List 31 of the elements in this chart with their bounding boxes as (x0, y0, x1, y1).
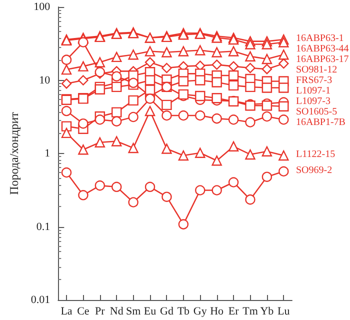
y-tick-label: 0.1 (36, 220, 50, 233)
series-label: L1097-3 (296, 96, 330, 107)
x-tick-label: Er (228, 306, 240, 318)
series-label: 16ABP63-17 (296, 54, 349, 65)
series-label: 16ABP1-7B (296, 117, 346, 128)
x-tick-label: La (60, 306, 72, 318)
series-label: 16ABP63-1 (296, 33, 344, 44)
x-tick-label: Ho (210, 306, 224, 318)
x-tick-label: Nd (110, 306, 124, 318)
y-tick-label: 1 (44, 148, 50, 160)
x-tick-label: Pr (95, 306, 106, 318)
x-tick-label: Gd (160, 306, 174, 318)
x-tick-label: Eu (144, 306, 157, 318)
y-axis-title: Порода/хондрит (7, 111, 21, 195)
series-label: SO981-12 (296, 64, 338, 76)
series-label: L1122-15 (296, 148, 336, 160)
x-tick-label: Ce (77, 306, 90, 318)
series-label: 16ABP63-44 (296, 44, 349, 54)
y-tick-label: 10 (39, 74, 51, 86)
y-tick-label: 100 (34, 1, 51, 13)
series-label: SO1605-5 (296, 106, 338, 118)
x-tick-label: Sm (126, 306, 142, 318)
x-tick-label: Tm (242, 306, 258, 318)
x-tick-label: Tb (177, 306, 190, 318)
series-label: SO969-2 (296, 164, 332, 176)
series-label: FRS67-3 (296, 75, 332, 86)
x-tick-label: Yb (260, 306, 274, 318)
x-tick-label: Lu (278, 306, 290, 318)
series-label: L1097-1 (296, 86, 330, 96)
y-tick-label: 0.01 (30, 294, 50, 306)
x-tick-label: Gy (193, 306, 208, 318)
